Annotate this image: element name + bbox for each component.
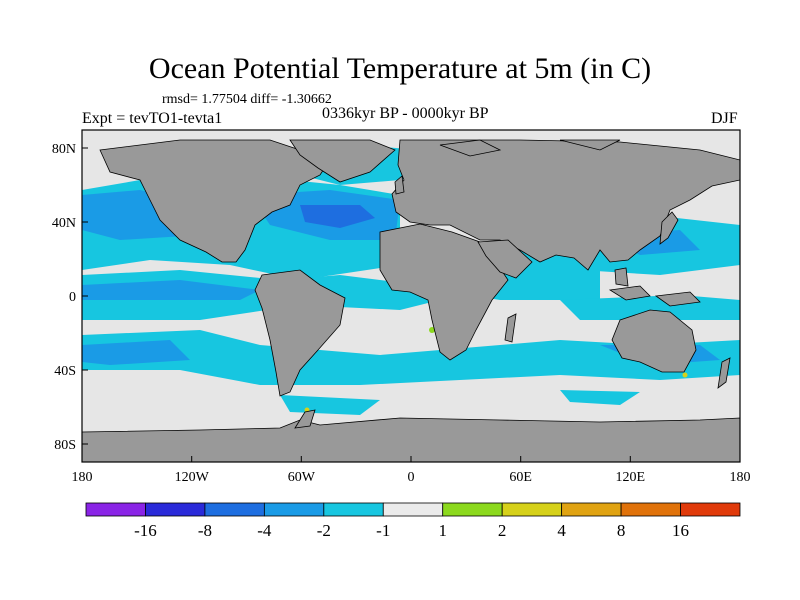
colorbar-label: 4 — [557, 521, 566, 540]
colorbar-swatch — [263, 502, 325, 517]
antarctica — [82, 417, 740, 462]
colorbar: -16 -8 -4 -2 -1 1 2 4 8 16 — [85, 502, 741, 540]
x-tick-label: 180 — [730, 470, 751, 485]
polar-band — [82, 130, 740, 138]
arabia — [477, 239, 533, 279]
season-label: DJF — [711, 110, 738, 127]
y-axis — [82, 147, 88, 445]
colorbar-swatch — [85, 502, 146, 517]
colorbar-swatch — [145, 502, 206, 517]
x-tick-label: 180 — [72, 470, 93, 485]
madagascar — [504, 313, 517, 343]
colorbar-label: 2 — [498, 521, 507, 540]
map-area — [82, 130, 740, 462]
colorbar-swatch — [501, 502, 563, 517]
colorbar-swatch — [442, 502, 503, 517]
stats-text: rmsd= 1.77504 diff= -1.30662 — [162, 92, 332, 107]
colorbar-label: -1 — [376, 521, 390, 540]
x-tick-label: 0 — [408, 470, 415, 485]
colorbar-swatch — [620, 502, 681, 517]
colorbar-swatch — [323, 502, 384, 517]
colorbar-label: 1 — [438, 521, 447, 540]
colorbar-swatch — [204, 502, 265, 517]
british-isles — [394, 175, 405, 195]
land-masses — [82, 139, 740, 462]
colorbar-label: -8 — [198, 521, 212, 540]
y-tick-label: 40N — [52, 216, 76, 231]
africa — [379, 223, 509, 361]
colorbar-swatch — [561, 502, 622, 517]
australia — [611, 309, 697, 373]
colorbar-swatch — [382, 502, 444, 517]
y-tick-label: 80S — [54, 438, 76, 453]
colorbar-label: -2 — [317, 521, 331, 540]
colorbar-swatch — [680, 502, 741, 517]
x-tick-label: 120W — [175, 470, 210, 485]
greenland — [289, 139, 396, 183]
colorbar-label: 16 — [672, 521, 689, 540]
period-label: 0336kyr BP - 0000kyr BP — [322, 105, 489, 122]
arctic-islands — [439, 139, 621, 157]
new-zealand — [717, 357, 731, 389]
map-title: Ocean Potential Temperature at 5m (in C) — [148, 52, 652, 85]
colorbar-label: -16 — [134, 521, 157, 540]
colorbar-label: 8 — [617, 521, 626, 540]
x-tick-label: 60W — [288, 470, 316, 485]
south-america — [254, 269, 346, 397]
maritime-continent — [608, 267, 701, 307]
eurasia — [391, 139, 740, 271]
colorbar-label: -4 — [257, 521, 272, 540]
y-tick-label: 40S — [54, 364, 76, 379]
x-tick-label: 120E — [616, 470, 646, 485]
experiment-label: Expt = tevTO1-tevta1 — [82, 110, 223, 127]
y-tick-label: 80N — [52, 142, 76, 157]
y-tick-label: 0 — [69, 290, 76, 305]
x-axis — [81, 456, 741, 462]
x-tick-label: 60E — [509, 470, 532, 485]
antarctic-peninsula — [294, 409, 316, 429]
japan — [659, 211, 679, 245]
